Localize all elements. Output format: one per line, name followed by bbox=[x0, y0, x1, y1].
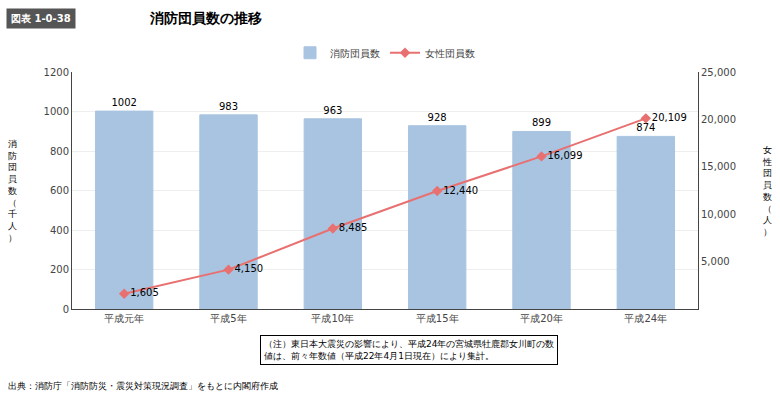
svg-text:消防団員数の推移: 消防団員数の推移 bbox=[149, 10, 262, 26]
svg-text:1,605: 1,605 bbox=[130, 287, 159, 298]
svg-text:10,000: 10,000 bbox=[701, 209, 736, 220]
svg-text:出典：消防庁「消防防災・震災対策現況調査」をもとに内閣府作成: 出典：消防庁「消防防災・震災対策現況調査」をもとに内閣府作成 bbox=[8, 381, 278, 391]
svg-text:983: 983 bbox=[219, 101, 238, 112]
svg-text:928: 928 bbox=[428, 112, 447, 123]
svg-text:4,150: 4,150 bbox=[235, 263, 264, 274]
svg-text:平成10年: 平成10年 bbox=[311, 313, 354, 324]
svg-text:899: 899 bbox=[532, 117, 551, 128]
svg-text:963: 963 bbox=[323, 105, 342, 116]
svg-text:消防団員数（千人）: 消防団員数（千人） bbox=[8, 139, 17, 243]
svg-text:200: 200 bbox=[50, 264, 69, 275]
svg-text:874: 874 bbox=[636, 122, 655, 133]
svg-text:1000: 1000 bbox=[44, 106, 69, 117]
svg-text:20,109: 20,109 bbox=[652, 112, 687, 123]
svg-text:1002: 1002 bbox=[111, 97, 136, 108]
svg-text:女性団員数: 女性団員数 bbox=[425, 48, 475, 59]
svg-text:12,440: 12,440 bbox=[443, 185, 478, 196]
svg-text:20,000: 20,000 bbox=[701, 114, 736, 125]
svg-text:16,099: 16,099 bbox=[548, 150, 583, 161]
svg-text:600: 600 bbox=[50, 185, 69, 196]
svg-text:25,000: 25,000 bbox=[701, 67, 736, 78]
svg-text:図表 1-0-38: 図表 1-0-38 bbox=[11, 13, 71, 24]
svg-text:平成15年: 平成15年 bbox=[416, 313, 459, 324]
svg-text:400: 400 bbox=[50, 225, 69, 236]
svg-text:8,485: 8,485 bbox=[339, 222, 368, 233]
svg-text:5,000: 5,000 bbox=[701, 256, 730, 267]
svg-text:800: 800 bbox=[50, 146, 69, 157]
svg-text:15,000: 15,000 bbox=[701, 161, 736, 172]
svg-text:0: 0 bbox=[63, 304, 69, 315]
svg-text:1200: 1200 bbox=[44, 67, 69, 78]
svg-text:平成20年: 平成20年 bbox=[520, 313, 563, 324]
svg-text:消防団員数: 消防団員数 bbox=[330, 48, 380, 59]
svg-text:平成5年: 平成5年 bbox=[210, 313, 246, 324]
svg-text:平成元年: 平成元年 bbox=[104, 313, 144, 324]
svg-text:女性団員数（人）: 女性団員数（人） bbox=[762, 145, 772, 237]
svg-text:（注）東日本大震災の影響により、平成24年の宮城県牡鹿郡女川: （注）東日本大震災の影響により、平成24年の宮城県牡鹿郡女川町の数値は、前々年数… bbox=[264, 339, 554, 361]
svg-text:平成24年: 平成24年 bbox=[624, 313, 667, 324]
